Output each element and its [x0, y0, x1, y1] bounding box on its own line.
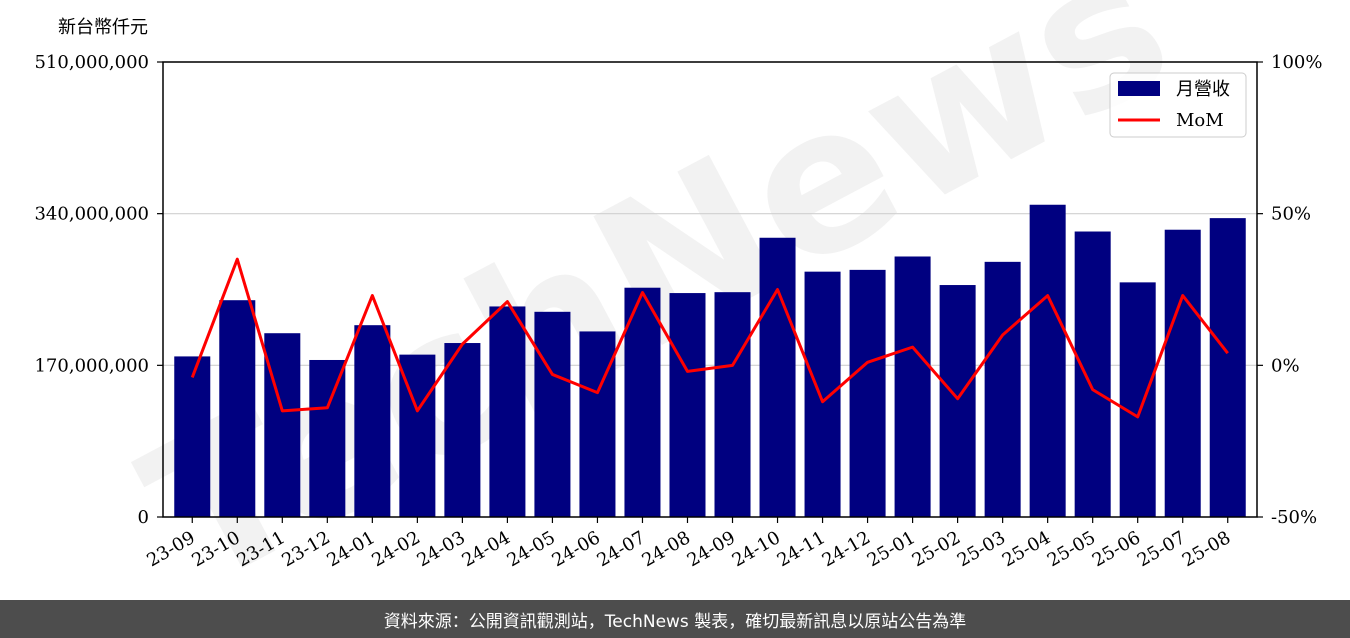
x-tick-label: 25-04	[999, 527, 1054, 571]
revenue-bar	[1029, 204, 1066, 517]
revenue-bar	[1209, 218, 1246, 518]
x-tick-label: 24-03	[413, 527, 468, 571]
x-tick-label: 24-05	[503, 527, 558, 571]
revenue-bar	[939, 285, 976, 517]
revenue-bar	[714, 292, 751, 517]
right-tick-label: 100%	[1271, 52, 1322, 73]
x-tick-label: 24-06	[549, 527, 604, 571]
x-tick-label: 24-04	[458, 527, 513, 571]
revenue-chart: TechNews0170,000,000340,000,000510,000,0…	[34, 0, 1322, 600]
revenue-bar	[624, 287, 661, 517]
revenue-bar	[849, 269, 886, 517]
x-tick-label: 25-06	[1089, 527, 1144, 571]
revenue-bar	[174, 356, 211, 517]
source-footer-text: 資料來源：公開資訊觀測站，TechNews 製表，確切最新訊息以原站公告為準	[383, 611, 967, 632]
revenue-bar	[894, 256, 931, 517]
chart-svg: TechNews0170,000,000340,000,000510,000,0…	[34, 0, 1322, 600]
x-tick-label: 24-09	[684, 527, 739, 571]
x-tick-label: 25-02	[909, 527, 964, 571]
mom-line	[190, 257, 1229, 419]
revenue-bar	[534, 311, 571, 517]
y-unit-label: 新台幣仟元	[58, 17, 148, 38]
revenue-bar	[1164, 229, 1201, 517]
revenue-bar	[264, 333, 301, 517]
left-tick-label: 340,000,000	[34, 204, 149, 225]
source-footer: 資料來源：公開資訊觀測站，TechNews 製表，確切最新訊息以原站公告為準	[0, 600, 1350, 638]
x-tick-label: 25-05	[1044, 527, 1099, 571]
revenue-bar	[579, 331, 616, 517]
left-tick-label: 170,000,000	[34, 355, 149, 376]
revenue-bar	[669, 293, 706, 517]
revenue-bar	[219, 300, 256, 517]
x-tick-label: 24-10	[729, 527, 784, 571]
x-tick-label: 24-11	[774, 527, 829, 571]
right-tick-label: 50%	[1271, 204, 1311, 225]
legend-label-revenue: 月營收	[1176, 79, 1230, 100]
revenue-bar	[444, 343, 481, 517]
revenue-bar	[759, 237, 796, 518]
left-tick-label: 510,000,000	[34, 52, 149, 73]
revenue-bar	[309, 359, 346, 517]
x-tick-label: 25-07	[1134, 527, 1189, 571]
plot-frame	[162, 61, 1258, 518]
x-tick-label: 24-07	[594, 527, 649, 571]
revenue-bar	[1074, 231, 1111, 517]
revenue-bar	[804, 271, 841, 517]
x-tick-label: 24-12	[819, 527, 874, 571]
x-tick-label: 25-03	[954, 527, 1009, 571]
x-tick-label: 24-08	[639, 527, 694, 571]
revenue-bar	[489, 306, 526, 517]
legend-label-mom: MoM	[1176, 110, 1224, 131]
right-tick-label: 0%	[1271, 355, 1300, 376]
revenue-bar	[1119, 282, 1156, 517]
revenue-bar	[984, 261, 1021, 517]
x-tick-label: 25-08	[1179, 527, 1234, 571]
legend: 月營收 MoM	[1109, 72, 1247, 138]
right-tick-label: -50%	[1271, 507, 1317, 528]
legend-swatch-bar	[1118, 81, 1160, 96]
revenue-bar	[354, 325, 391, 517]
left-tick-label: 0	[138, 507, 149, 528]
x-tick-label: 25-01	[864, 527, 919, 571]
